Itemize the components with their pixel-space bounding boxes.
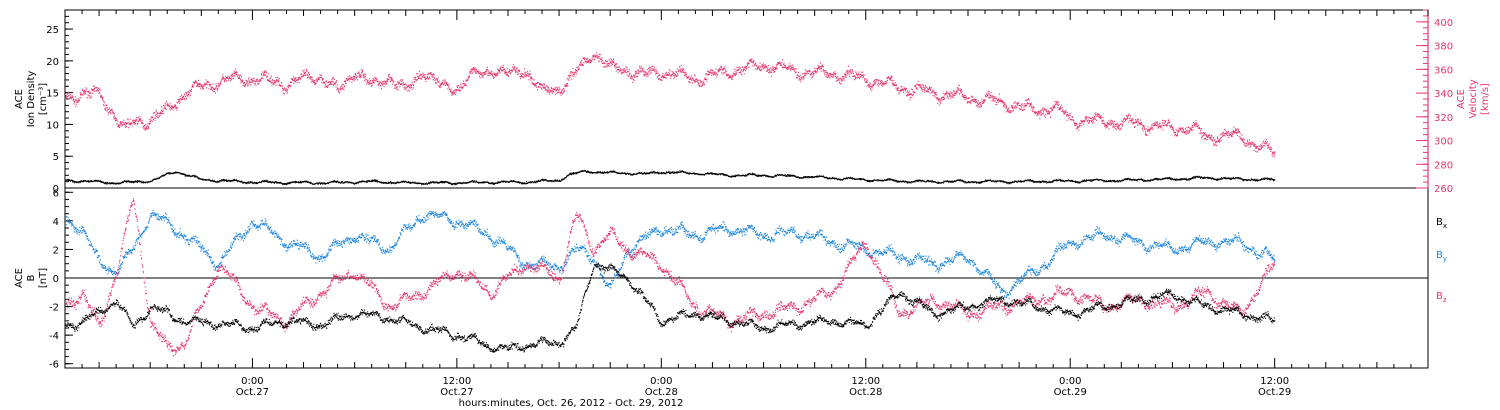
velocity-tick-label: 280 <box>1434 160 1453 171</box>
time-tick-label: 12:00 <box>442 376 471 387</box>
velocity-series <box>65 51 1276 158</box>
velocity-axis-label-line: Velocity <box>1468 79 1479 118</box>
legend-item-by: By <box>1436 250 1447 263</box>
time-tick-label: 12:00 <box>1260 376 1289 387</box>
density-tick-label: 10 <box>46 120 59 131</box>
b-tick-label: 2 <box>53 245 59 256</box>
date-tick-label: Oct.29 <box>1258 387 1291 398</box>
b-tick-label: 4 <box>53 217 59 228</box>
velocity-axis: 260 280 300 320 340 360 380 400 <box>1416 9 1453 195</box>
velocity-tick-label: 380 <box>1434 42 1453 53</box>
b-tick-label: -4 <box>49 331 59 342</box>
legend: Bx By Bz <box>1436 217 1447 304</box>
velocity-tick-label: 340 <box>1434 89 1453 100</box>
b-axis-label: ACE B [nT] <box>14 268 49 288</box>
legend-item-bx: Bx <box>1436 217 1447 230</box>
date-tick-label: Oct.27 <box>440 387 473 398</box>
date-tick-label: Oct.27 <box>236 387 269 398</box>
date-tick-label: Oct.28 <box>849 387 882 398</box>
bx-series-points <box>65 262 1276 353</box>
b-axis-label-line: B <box>26 274 37 281</box>
date-tick-label: Oct.28 <box>645 387 678 398</box>
density-tick-label: 0 <box>53 184 59 195</box>
time-tick-label: 0:00 <box>650 376 672 387</box>
time-tick-label: 0:00 <box>1059 376 1081 387</box>
b-tick-label: 0 <box>53 274 59 285</box>
density-axis-label: ACE Ion Density [cm⁻³] <box>14 71 49 128</box>
time-tick-label: 0:00 <box>241 376 263 387</box>
velocity-axis-label: ACE Velocity [km/s] <box>1456 79 1491 118</box>
bx-series <box>65 262 1276 353</box>
density-axis: 0 5 10 15 20 25 <box>46 9 73 195</box>
density-tick-label: 5 <box>53 152 59 163</box>
plot-frame <box>64 9 1429 369</box>
density-series <box>65 169 1276 186</box>
time-axis: 0:00Oct.2712:00Oct.270:00Oct.2812:00Oct.… <box>64 10 1429 409</box>
legend-item-bz: Bz <box>1436 291 1447 304</box>
density-axis-label-line: [cm⁻³] <box>38 83 49 115</box>
velocity-axis-label-line: [km/s] <box>1480 83 1491 115</box>
b-tick-label: -2 <box>49 303 59 314</box>
density-tick-label: 25 <box>46 25 59 36</box>
density-tick-label: 15 <box>46 89 59 100</box>
b-axis: -6 -4 -2 0 2 4 6 <box>49 188 73 371</box>
velocity-tick-label: 320 <box>1434 113 1453 124</box>
velocity-tick-label: 300 <box>1434 137 1453 148</box>
b-axis-label-line: ACE <box>14 268 25 288</box>
velocity-series-points <box>65 51 1276 158</box>
velocity-tick-label: 360 <box>1434 65 1453 76</box>
density-axis-label-line: ACE <box>14 89 25 109</box>
by-series-points <box>65 209 1276 299</box>
density-tick-label: 20 <box>46 57 59 68</box>
density-series-points <box>65 169 1276 186</box>
b-tick-label: -6 <box>49 360 59 371</box>
b-axis-label-line: [nT] <box>38 268 49 288</box>
time-tick-label: 12:00 <box>851 376 880 387</box>
velocity-axis-label-line: ACE <box>1456 89 1467 109</box>
b-tick-label: 6 <box>53 188 59 199</box>
velocity-tick-label: 260 <box>1434 184 1453 195</box>
velocity-tick-label: 400 <box>1434 18 1453 29</box>
date-tick-label: Oct.29 <box>1054 387 1087 398</box>
time-axis-title: hours:minutes, Oct. 26, 2012 - Oct. 29, … <box>459 398 684 409</box>
by-series <box>65 209 1276 299</box>
density-axis-label-line: Ion Density <box>26 71 37 128</box>
